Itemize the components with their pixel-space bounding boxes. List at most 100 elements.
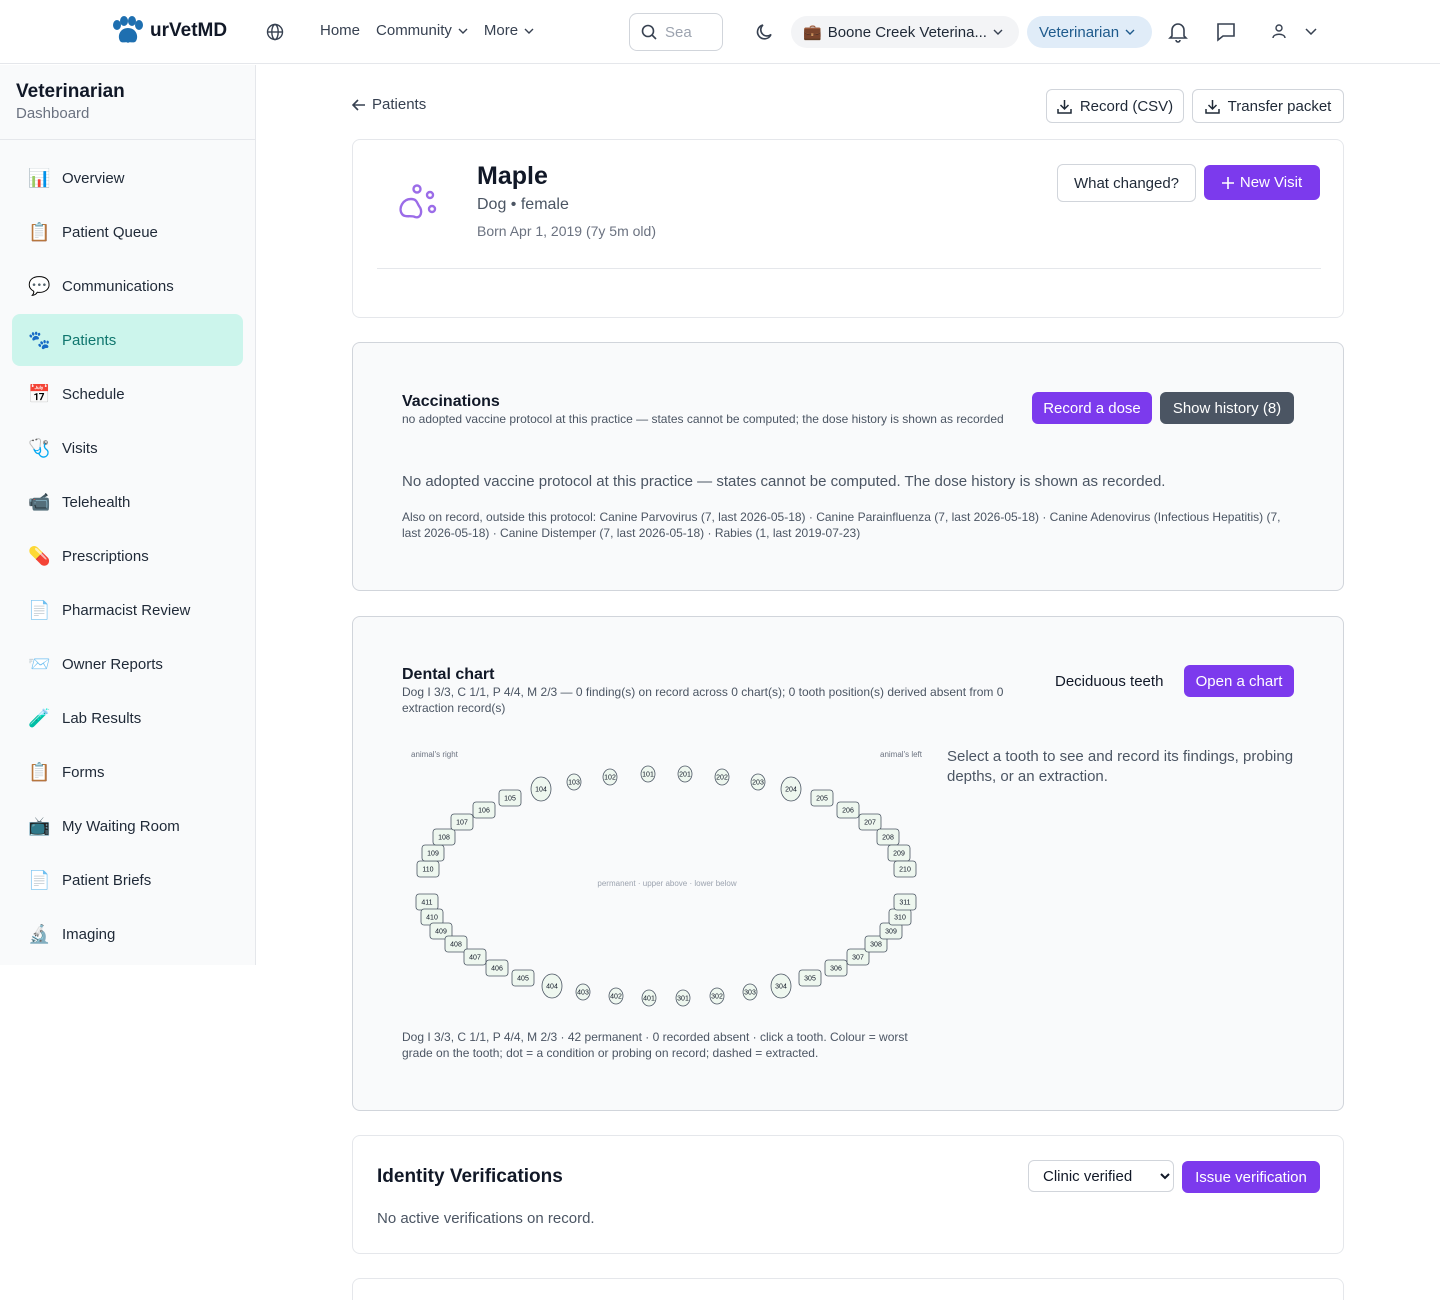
tooth-103[interactable]: 103 — [566, 773, 582, 791]
nav-home[interactable]: Home — [320, 22, 360, 39]
tooth-204[interactable]: 204 — [780, 776, 802, 802]
sidebar-item-telehealth[interactable]: 📹 Telehealth — [12, 476, 243, 528]
tooth-304[interactable]: 304 — [770, 973, 792, 999]
nav-more[interactable]: More — [484, 22, 534, 39]
sidebar-item-lab-results[interactable]: 🧪 Lab Results — [12, 692, 243, 744]
tooth-202[interactable]: 202 — [714, 768, 730, 786]
tooth-101[interactable]: 101 — [640, 765, 656, 783]
tooth-number: 305 — [804, 976, 816, 983]
tooth-207[interactable]: 207 — [858, 813, 882, 831]
sidebar-item-label: Communications — [62, 277, 174, 295]
sidebar-item-communications[interactable]: 💬 Communications — [12, 260, 243, 312]
sidebar-item-owner-reports[interactable]: 📨 Owner Reports — [12, 638, 243, 690]
tooth-308[interactable]: 308 — [864, 935, 888, 953]
tooth-410[interactable]: 410 — [420, 908, 444, 926]
record-csv-button[interactable]: Record (CSV) — [1046, 89, 1184, 123]
tooth-number: 310 — [894, 915, 906, 922]
tooth-401[interactable]: 401 — [641, 989, 657, 1007]
search-box[interactable] — [629, 13, 723, 51]
tooth-203[interactable]: 203 — [750, 773, 766, 791]
user-icon[interactable] — [1271, 23, 1287, 39]
deciduous-teeth-toggle[interactable]: Deciduous teeth — [1055, 673, 1164, 690]
sidebar-item-imaging[interactable]: 🔬 Imaging — [12, 908, 243, 960]
tooth-107[interactable]: 107 — [450, 813, 474, 831]
tooth-shape — [742, 983, 758, 1001]
patient-name: Maple — [477, 162, 548, 190]
tooth-407[interactable]: 407 — [463, 948, 487, 966]
sidebar-item-label: Visits — [62, 439, 98, 457]
tooth-106[interactable]: 106 — [472, 801, 496, 819]
clinic-selector[interactable]: 💼 Boone Creek Veterina... — [791, 16, 1019, 48]
new-visit-button[interactable]: New Visit — [1204, 165, 1320, 200]
search-input[interactable] — [665, 23, 705, 41]
show-history-button[interactable]: Show history (8) — [1160, 392, 1294, 424]
identity-verifications-card: Identity Verifications Clinic verified I… — [352, 1135, 1344, 1254]
moon-icon[interactable] — [755, 22, 775, 42]
sidebar-item-patient-queue[interactable]: 📋 Patient Queue — [12, 206, 243, 258]
tooth-404[interactable]: 404 — [541, 973, 563, 999]
issue-verification-button[interactable]: Issue verification — [1182, 1161, 1320, 1193]
tooth-number: 404 — [546, 984, 558, 991]
sidebar-item-forms[interactable]: 📋 Forms — [12, 746, 243, 798]
tooth-301[interactable]: 301 — [675, 989, 691, 1007]
open-chart-button[interactable]: Open a chart — [1184, 665, 1294, 697]
sidebar-item-label: Lab Results — [62, 709, 142, 727]
tooth-406[interactable]: 406 — [485, 959, 509, 977]
transfer-packet-button[interactable]: Transfer packet — [1192, 89, 1344, 123]
what-changed-button[interactable]: What changed? — [1057, 164, 1196, 202]
tooth-306[interactable]: 306 — [824, 959, 848, 977]
tooth-209[interactable]: 209 — [887, 844, 911, 862]
tooth-number: 101 — [642, 772, 654, 779]
tooth-405[interactable]: 405 — [511, 969, 535, 987]
tooth-201[interactable]: 201 — [677, 765, 693, 783]
verification-type-select[interactable]: Clinic verified — [1028, 1160, 1174, 1192]
sidebar-item-icon: 🧪 — [28, 707, 51, 728]
tooth-number: 409 — [435, 929, 447, 936]
sidebar-item-icon: 🔬 — [28, 923, 51, 944]
tooth-305[interactable]: 305 — [798, 969, 822, 987]
tooth-shape — [864, 935, 888, 953]
tooth-302[interactable]: 302 — [709, 987, 725, 1005]
tooth-102[interactable]: 102 — [602, 768, 618, 786]
sidebar-item-prescriptions[interactable]: 💊 Prescriptions — [12, 530, 243, 582]
tooth-309[interactable]: 309 — [879, 922, 903, 940]
globe-icon[interactable] — [266, 23, 284, 41]
tooth-303[interactable]: 303 — [742, 983, 758, 1001]
bell-icon[interactable] — [1168, 21, 1188, 43]
role-selector[interactable]: Veterinarian — [1027, 16, 1152, 48]
message-icon[interactable] — [1215, 21, 1237, 43]
sidebar-item-my-waiting-room[interactable]: 📺 My Waiting Room — [12, 800, 243, 852]
sidebar-item-schedule[interactable]: 📅 Schedule — [12, 368, 243, 420]
sidebar-item-pharmacist-review[interactable]: 📄 Pharmacist Review — [12, 584, 243, 636]
tooth-105[interactable]: 105 — [498, 789, 522, 807]
tooth-104[interactable]: 104 — [530, 776, 552, 802]
tooth-311[interactable]: 311 — [893, 893, 917, 911]
record-dose-button[interactable]: Record a dose — [1032, 392, 1152, 424]
tooth-402[interactable]: 402 — [608, 987, 624, 1005]
tooth-shape — [575, 983, 591, 1001]
sidebar-item-patient-briefs[interactable]: 📄 Patient Briefs — [12, 854, 243, 906]
tooth-307[interactable]: 307 — [846, 948, 870, 966]
tooth-205[interactable]: 205 — [810, 789, 834, 807]
tooth-411[interactable]: 411 — [415, 893, 439, 911]
tooth-408[interactable]: 408 — [444, 935, 468, 953]
chevron-down-icon[interactable] — [1305, 27, 1317, 35]
tooth-409[interactable]: 409 — [429, 922, 453, 940]
sidebar-item-overview[interactable]: 📊 Overview — [12, 152, 243, 204]
tooth-403[interactable]: 403 — [575, 983, 591, 1001]
tooth-110[interactable]: 110 — [416, 860, 440, 878]
tooth-206[interactable]: 206 — [836, 801, 860, 819]
tooth-108[interactable]: 108 — [432, 828, 456, 846]
dental-subtitle: Dog I 3/3, C 1/1, P 4/4, M 2/3 — 0 findi… — [402, 685, 1004, 715]
brand-logo[interactable]: urVetMD — [110, 16, 227, 46]
sidebar-item-label: Patient Queue — [62, 223, 158, 241]
tooth-208[interactable]: 208 — [876, 828, 900, 846]
tooth-210[interactable]: 210 — [893, 860, 917, 878]
nav-community[interactable]: Community — [376, 22, 468, 39]
back-to-patients-link[interactable]: Patients — [352, 96, 426, 113]
tooth-310[interactable]: 310 — [888, 908, 912, 926]
tooth-109[interactable]: 109 — [421, 844, 445, 862]
sidebar-item-visits[interactable]: 🩺 Visits — [12, 422, 243, 474]
sidebar-item-patients[interactable]: 🐾 Patients — [12, 314, 243, 366]
what-changed-label: What changed? — [1073, 174, 1180, 192]
